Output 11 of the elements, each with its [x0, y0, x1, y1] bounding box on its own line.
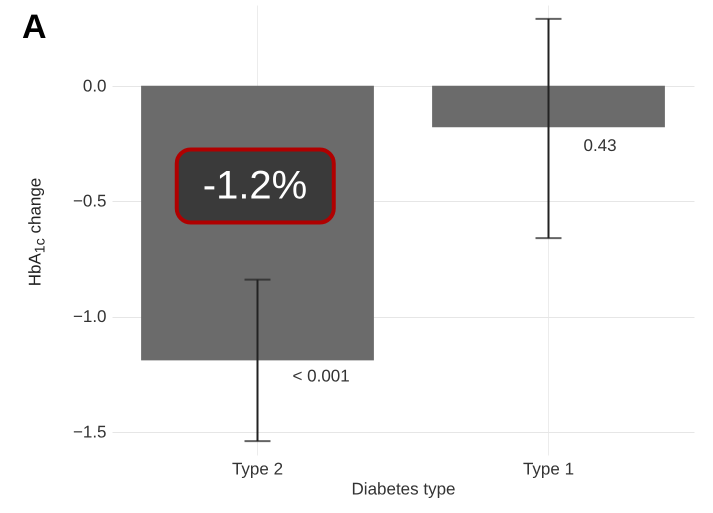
x-tick-label: Type 1: [522, 460, 574, 478]
y-tick-label: −1.5: [72, 422, 106, 442]
annotation: < 0.001: [292, 366, 350, 386]
y-tick-label: 0.0: [82, 76, 106, 96]
y-tick-label: −0.5: [72, 192, 106, 211]
annotation: 0.43: [584, 136, 617, 155]
x-tick-label: Type 2: [232, 460, 284, 478]
x-axis-title: Diabetes type: [352, 480, 456, 498]
callout-box: -1.2%: [174, 148, 336, 224]
y-tick-label: −1.0: [72, 307, 106, 326]
chart-title: A: [22, 8, 47, 47]
